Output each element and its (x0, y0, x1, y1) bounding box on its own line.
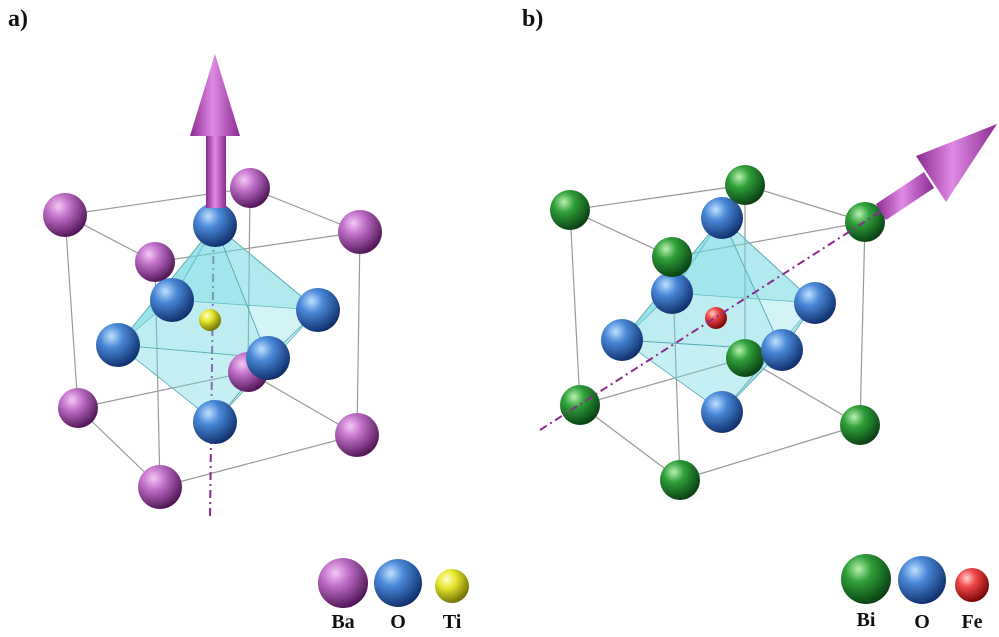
cell-edge (679, 424, 861, 481)
legend-label: Ti (443, 611, 462, 633)
arrow-head (916, 124, 997, 202)
legend-label: Fe (961, 611, 982, 633)
atom (135, 242, 175, 282)
atom (43, 193, 87, 237)
atom (435, 569, 469, 603)
atom (550, 190, 590, 230)
cell-edge (579, 404, 681, 481)
atom (652, 237, 692, 277)
atom (335, 413, 379, 457)
cell-edge (744, 357, 861, 426)
atom (246, 336, 290, 380)
atom (58, 388, 98, 428)
atom (841, 554, 891, 604)
cell-edge (859, 221, 866, 426)
arrow-head (190, 54, 240, 136)
legend-label: Bi (857, 609, 876, 631)
atom (840, 405, 880, 445)
cell-edge (64, 214, 79, 409)
octahedron-face (214, 224, 319, 359)
cell-edge (356, 231, 361, 436)
arrow-shaft (876, 172, 934, 220)
atom (898, 556, 946, 604)
atom (955, 568, 989, 602)
cell-edge (579, 357, 746, 406)
atom (701, 391, 743, 433)
cell-edge (77, 371, 249, 409)
atom (660, 460, 700, 500)
cell-edge (247, 187, 251, 373)
atom (705, 307, 727, 329)
panel-label: b) (522, 6, 543, 32)
atom (560, 385, 600, 425)
atom (150, 278, 194, 322)
atom (651, 272, 693, 314)
atom (601, 319, 643, 361)
cell-edge (569, 184, 746, 211)
panel-label: a) (8, 6, 28, 32)
atom (794, 282, 836, 324)
atom (96, 323, 140, 367)
legend-label: Ba (331, 611, 354, 633)
atom (193, 203, 237, 247)
atom (296, 288, 340, 332)
atom (193, 400, 237, 444)
arrow-shaft (206, 132, 226, 208)
atom (138, 465, 182, 509)
atom (725, 165, 765, 205)
atom (726, 339, 764, 377)
legend-label: O (390, 611, 406, 633)
cell-edge (154, 231, 361, 263)
polar-axis (539, 211, 881, 431)
structures (43, 54, 997, 608)
cell-edge (671, 221, 866, 258)
atom (374, 559, 422, 607)
cell-edge (159, 434, 358, 488)
cell-edge (569, 209, 581, 406)
atom (761, 329, 803, 371)
atom (199, 309, 221, 331)
legend-label: O (914, 611, 930, 633)
cell-edge (744, 184, 866, 223)
atom (701, 197, 743, 239)
atom (318, 558, 368, 608)
atom (338, 210, 382, 254)
atom (230, 168, 270, 208)
